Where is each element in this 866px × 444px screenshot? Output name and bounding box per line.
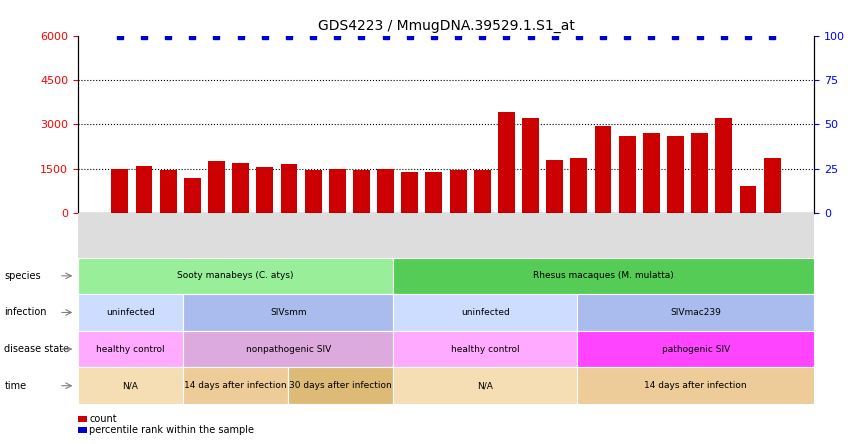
Text: Sooty manabeys (C. atys): Sooty manabeys (C. atys) xyxy=(178,271,294,280)
Bar xyxy=(78,258,393,294)
Bar xyxy=(578,331,814,368)
Bar xyxy=(546,160,563,213)
Text: nonpathogenic SIV: nonpathogenic SIV xyxy=(246,345,331,353)
Text: 14 days after infection: 14 days after infection xyxy=(184,381,287,390)
Text: SIVsmm: SIVsmm xyxy=(270,308,307,317)
Bar xyxy=(667,136,684,213)
Bar xyxy=(208,161,225,213)
Bar xyxy=(715,119,733,213)
Text: N/A: N/A xyxy=(123,381,139,390)
Bar xyxy=(643,133,660,213)
Bar xyxy=(183,331,393,368)
Bar xyxy=(393,294,578,331)
Bar xyxy=(232,163,249,213)
Bar xyxy=(377,169,394,213)
Text: pathogenic SIV: pathogenic SIV xyxy=(662,345,730,353)
Text: infection: infection xyxy=(4,307,47,317)
Bar xyxy=(393,331,578,368)
Text: 14 days after infection: 14 days after infection xyxy=(644,381,747,390)
Bar xyxy=(329,169,346,213)
Bar xyxy=(78,416,87,422)
Bar xyxy=(353,170,370,213)
Bar xyxy=(522,119,539,213)
Text: disease state: disease state xyxy=(4,344,69,354)
Bar xyxy=(401,172,418,213)
Title: GDS4223 / MmugDNA.39529.1.S1_at: GDS4223 / MmugDNA.39529.1.S1_at xyxy=(318,19,574,33)
Bar xyxy=(112,169,128,213)
Text: N/A: N/A xyxy=(477,381,494,390)
Bar xyxy=(578,294,814,331)
Text: species: species xyxy=(4,271,41,281)
Bar xyxy=(78,368,183,404)
Bar xyxy=(578,368,814,404)
Bar xyxy=(256,167,274,213)
Text: percentile rank within the sample: percentile rank within the sample xyxy=(89,425,255,435)
Bar xyxy=(305,170,321,213)
Bar xyxy=(281,164,297,213)
Bar xyxy=(498,112,515,213)
Bar xyxy=(78,213,814,258)
Bar xyxy=(474,170,491,213)
Bar xyxy=(618,136,636,213)
Bar xyxy=(425,172,443,213)
Bar xyxy=(184,178,201,213)
Bar xyxy=(78,427,87,433)
Bar xyxy=(393,258,814,294)
Bar xyxy=(764,159,780,213)
Bar xyxy=(595,126,611,213)
Bar xyxy=(183,368,288,404)
Bar xyxy=(691,133,708,213)
Bar xyxy=(183,294,393,331)
Text: healthy control: healthy control xyxy=(96,345,165,353)
Text: 30 days after infection: 30 days after infection xyxy=(289,381,392,390)
Bar xyxy=(393,368,578,404)
Text: uninfected: uninfected xyxy=(461,308,510,317)
Text: healthy control: healthy control xyxy=(451,345,520,353)
Text: count: count xyxy=(89,414,117,424)
Bar xyxy=(571,159,587,213)
Bar xyxy=(78,331,183,368)
Bar xyxy=(449,170,467,213)
Text: SIVmac239: SIVmac239 xyxy=(670,308,721,317)
Bar xyxy=(159,170,177,213)
Text: uninfected: uninfected xyxy=(107,308,155,317)
Bar xyxy=(288,368,393,404)
Text: time: time xyxy=(4,381,27,391)
Bar xyxy=(78,294,183,331)
Bar xyxy=(136,166,152,213)
Text: Rhesus macaques (M. mulatta): Rhesus macaques (M. mulatta) xyxy=(533,271,674,280)
Bar xyxy=(740,186,756,213)
